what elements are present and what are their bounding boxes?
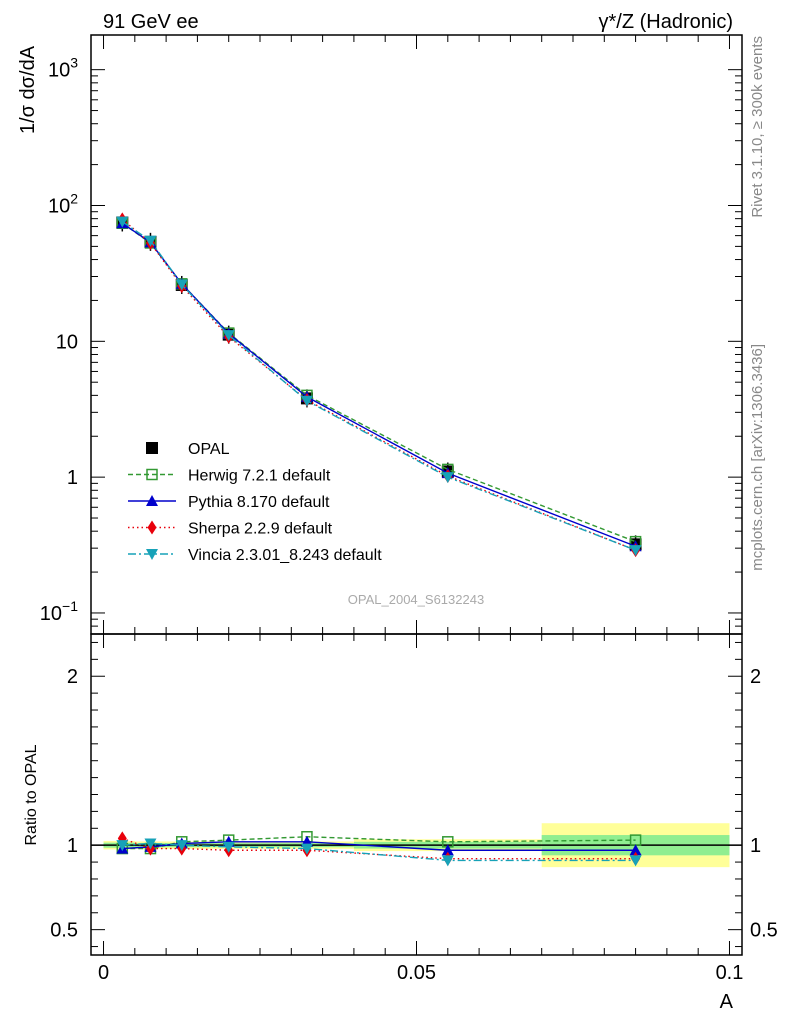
ratio-y-tick-label: 1: [750, 835, 761, 857]
main-series: [116, 212, 642, 558]
y-tick-label: 102: [48, 190, 78, 217]
header-right: γ*/Z (Hadronic): [599, 11, 733, 33]
analysis-watermark: OPAL_2004_S6132243: [348, 592, 484, 607]
ratio-y-tick-label: 2: [750, 666, 761, 688]
x-tick-label: 0: [98, 962, 109, 984]
data-point: [175, 279, 188, 291]
legend-label: OPAL: [188, 441, 230, 458]
ratio-y-tick-label: 2: [67, 666, 78, 688]
data-point: [300, 395, 313, 407]
ratio-data-point: [629, 844, 642, 856]
y-tick-label: 10−1: [40, 598, 78, 625]
data-point: [222, 330, 235, 342]
x-axis-label: A: [720, 991, 734, 1013]
ratio-data-point: [116, 840, 129, 852]
legend-marker: [146, 468, 158, 481]
y-tick-label: 10: [56, 331, 78, 353]
x-tick-label: 0.05: [397, 962, 436, 984]
legend-marker: [146, 549, 158, 560]
legend-label: Sherpa 2.2.9 default: [188, 521, 333, 538]
ratio-y-tick-label: 1: [67, 835, 78, 857]
y-tick-exponent: 2: [70, 190, 78, 206]
ratio-data-point: [300, 843, 313, 855]
data-point: [441, 472, 454, 484]
data-point: [629, 545, 642, 557]
data-point: [144, 235, 157, 247]
legend-marker: [147, 520, 157, 535]
side-text-bottom: mcplots.cern.ch [arXiv:1306.3436]: [749, 344, 766, 571]
ratio-y-axis-label: Ratio to OPAL: [23, 744, 40, 845]
y-tick-label: 103: [48, 55, 78, 82]
ratio-frame: [90, 633, 743, 956]
main-frame: [90, 34, 743, 635]
y-tick-exponent: −1: [62, 598, 78, 614]
header-left: 91 GeV ee: [103, 11, 199, 33]
y-tick-exponent: 3: [70, 55, 78, 71]
ratio-y-tick-label: 0.5: [750, 920, 778, 942]
ratio-data-point: [441, 844, 454, 856]
main-y-axis-label: 1/σ dσ/dA: [17, 45, 39, 134]
data-point: [116, 216, 129, 228]
y-tick-label: 1: [67, 467, 78, 489]
ratio-data-point: [175, 840, 188, 852]
axes: 10−1 1 10 102 103 0 0.05 0.1 0.5 0.5 1 1 2 2: [40, 34, 778, 984]
ratio-panel: [116, 830, 642, 867]
ratio-data-point: [222, 841, 235, 853]
legend-label: Herwig 7.2.1 default: [188, 468, 331, 485]
legend: OPAL Herwig 7.2.1 default Pythia 8.170 def…: [128, 441, 382, 564]
side-text-top: Rivet 3.1.10, ≥ 300k events: [749, 36, 766, 218]
legend-marker: [146, 442, 158, 454]
ratio-data-point: [441, 855, 454, 867]
ratio-data-point: [629, 855, 642, 867]
legend-marker: [146, 495, 158, 506]
legend-label: Vincia 2.3.01_8.243 default: [188, 547, 382, 564]
ratio-y-tick-label: 0.5: [50, 920, 78, 942]
ratio-data-point: [144, 838, 157, 850]
legend-label: Pythia 8.170 default: [188, 494, 330, 511]
x-tick-label: 0.1: [716, 962, 744, 984]
